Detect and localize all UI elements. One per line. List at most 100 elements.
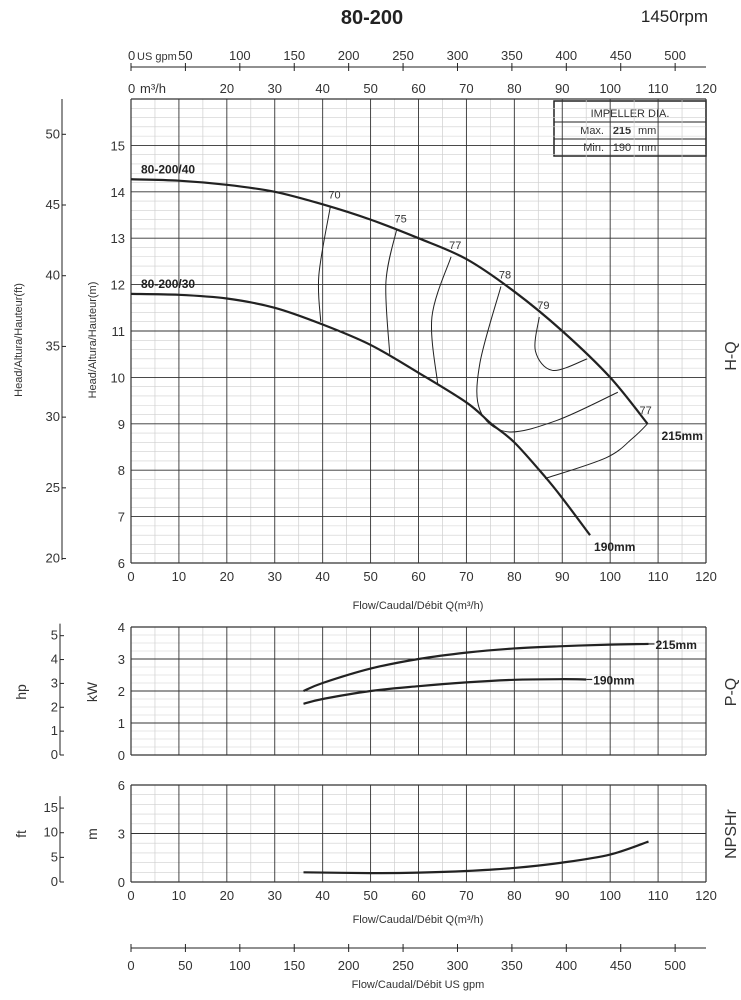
y-tick-label: 6 <box>118 556 125 571</box>
bottom-gpm-tick-label: 300 <box>447 958 469 973</box>
series-label: 190mm <box>593 673 634 687</box>
hq-x-axis-label: Flow/Caudal/Débit Q(m³/h) <box>353 600 484 612</box>
secondary-y-tick-label: 0 <box>51 874 58 889</box>
bottom-gpm-tick-label: 200 <box>338 958 360 973</box>
x-tick-label: 100 <box>599 888 621 903</box>
top-m3h-tick-label: 70 <box>459 81 473 96</box>
hq-side-label: H-Q <box>723 341 740 370</box>
top-m3h-tick-label: 50 <box>363 81 377 96</box>
bottom-gpm-tick-label: 100 <box>229 958 251 973</box>
top-m3h-tick-label: 110 <box>648 81 669 96</box>
top-m3h-tick-label: 30 <box>268 81 282 96</box>
x-tick-label: 20 <box>220 569 234 584</box>
x-tick-label: 110 <box>648 888 669 903</box>
hp-axis-label: hp <box>13 684 29 700</box>
efficiency-label: 77 <box>449 240 461 252</box>
efficiency-label: 75 <box>394 213 406 225</box>
impeller-table-title: IMPELLER DIA. <box>591 108 670 120</box>
top-gpm-tick-label: 150 <box>283 48 305 63</box>
top-m3h-tick-label: 60 <box>411 81 425 96</box>
y-tick-label: 8 <box>118 463 125 478</box>
x-tick-label: 30 <box>268 888 282 903</box>
impeller-table: IMPELLER DIA. Max. 215 mm Min. 190 mm <box>553 100 707 157</box>
efficiency-curve-78 <box>476 286 619 433</box>
chart-title: 80-200 <box>341 7 403 29</box>
model-label: 80-200/30 <box>141 277 195 291</box>
x-tick-label: 40 <box>315 569 329 584</box>
secondary-y-tick-label: 1 <box>51 723 58 738</box>
series-curve-215mm <box>130 178 649 425</box>
npsh-side-label: NPSHr <box>723 808 740 858</box>
y-tick-label: 0 <box>118 748 125 763</box>
secondary-y-tick-label: 2 <box>51 699 58 714</box>
efficiency-label: 79 <box>537 300 549 312</box>
impeller-max-unit: mm <box>638 125 656 137</box>
npsh-ft-axis-label: ft <box>13 830 29 838</box>
top-gpm-tick-label: 250 <box>392 48 414 63</box>
y-tick-label: 0 <box>118 875 125 890</box>
kw-axis-label: kW <box>84 681 100 702</box>
x-tick-label: 120 <box>695 888 717 903</box>
bottom-gpm-tick-label: 500 <box>664 958 686 973</box>
top-m3h-tick-label: 20 <box>220 81 234 96</box>
secondary-y-tick-label: 3 <box>51 675 58 690</box>
x-tick-label: 0 <box>127 569 134 584</box>
x-tick-label: 20 <box>220 888 234 903</box>
impeller-min-value: 190 <box>613 142 631 154</box>
y-tick-label: 9 <box>118 417 125 432</box>
y-tick-label: 1 <box>118 716 125 731</box>
top-gpm-tick-label: 200 <box>338 48 360 63</box>
top-m3h-tick-label: 80 <box>507 81 521 96</box>
x-tick-label: 80 <box>507 569 521 584</box>
series-curve-190mm <box>130 292 591 536</box>
secondary-y-tick-label: 15 <box>44 800 58 815</box>
series-label: 215mm <box>656 638 697 652</box>
top-m3h-tick-label: 90 <box>555 81 569 96</box>
series-curve-215mm <box>303 642 649 693</box>
top-gpm-tick-label: 450 <box>610 48 632 63</box>
model-label: 80-200/40 <box>141 162 195 176</box>
y-tick-label: 15 <box>111 138 125 153</box>
head-ft-axis-label: Head/Altura/Hauteur(ft) <box>13 283 25 397</box>
bottom-gpm-tick-label: 350 <box>501 958 523 973</box>
top-m3h-tick-label: 120 <box>695 81 717 96</box>
x-tick-label: 90 <box>555 569 569 584</box>
x-tick-label: 10 <box>172 888 186 903</box>
head-m-axis-label: Head/Altura/Hauteur(m) <box>87 282 99 399</box>
bottom-gpm-tick-label: 50 <box>178 958 192 973</box>
secondary-y-tick-label: 5 <box>51 849 58 864</box>
x-tick-label: 120 <box>695 569 717 584</box>
top-gpm-tick-label: 50 <box>178 48 192 63</box>
secondary-y-tick-label: 35 <box>46 338 60 353</box>
top-gpm-tick-label: 400 <box>555 48 577 63</box>
x-tick-label: 110 <box>648 569 669 584</box>
bottom-gpm-tick-label: 150 <box>283 958 305 973</box>
top-m3h-unit: m³/h <box>140 81 166 96</box>
x-tick-label: 90 <box>555 888 569 903</box>
efficiency-curve-75 <box>385 230 397 355</box>
pq-side-label: P-Q <box>723 678 740 706</box>
x-tick-label: 80 <box>507 888 521 903</box>
secondary-y-tick-label: 4 <box>51 652 58 667</box>
speed-label: 1450rpm <box>641 7 708 26</box>
efficiency-label: 78 <box>499 269 511 281</box>
y-tick-label: 13 <box>111 231 125 246</box>
secondary-y-tick-label: 50 <box>46 126 60 141</box>
y-tick-label: 3 <box>118 652 125 667</box>
efficiency-curve-77 <box>544 423 648 480</box>
impeller-min-unit: mm <box>638 142 656 154</box>
y-tick-label: 14 <box>111 185 125 200</box>
npsh-m-axis-label: m <box>84 828 100 840</box>
top-m3h-tick-label: 40 <box>315 81 329 96</box>
secondary-y-tick-label: 10 <box>44 825 58 840</box>
top-gpm-tick-label: 100 <box>229 48 251 63</box>
bottom-gpm-tick-label: 400 <box>555 958 577 973</box>
npsh-x-axis-label: Flow/Caudal/Débit Q(m³/h) <box>353 914 484 926</box>
secondary-y-tick-label: 30 <box>46 409 60 424</box>
efficiency-label: 77 <box>640 405 652 417</box>
y-tick-label: 10 <box>111 370 125 385</box>
y-tick-label: 11 <box>112 324 126 339</box>
series-curve-190mm <box>303 678 587 705</box>
x-tick-label: 70 <box>459 569 473 584</box>
